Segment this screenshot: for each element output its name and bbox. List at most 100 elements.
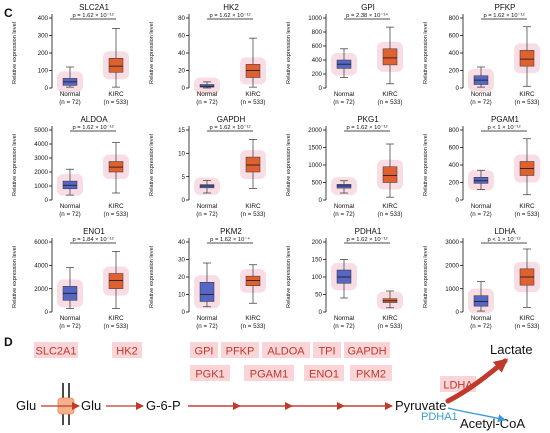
y-tick-label-pkm2: 40 bbox=[178, 239, 185, 246]
n-label-pgam1-kirc: (n = 533) bbox=[515, 211, 540, 218]
chart-title-pkg1: PKG1 bbox=[357, 115, 379, 124]
enzyme-pdha1: PDHA1 bbox=[421, 411, 458, 423]
chart-title-ldha: LDHA bbox=[494, 227, 516, 236]
enzyme-aldoa: ALDOA bbox=[267, 346, 305, 358]
y-tick-label-pdha1: 100 bbox=[312, 274, 323, 281]
y-tick-label-pkm2: 0 bbox=[182, 309, 186, 316]
enzyme-eno1: ENO1 bbox=[309, 369, 339, 381]
metabolite-pyruvate: Pyruvate bbox=[395, 398, 446, 413]
enzyme-box-tpi bbox=[313, 342, 341, 358]
significance-label-gapdh: p = 1.62 × 10⁻¹² bbox=[209, 125, 250, 131]
n-label-pkm2-kirc: (n = 533) bbox=[241, 323, 266, 330]
y-tick-label-pdha1: 200 bbox=[312, 239, 323, 246]
metabolite-g6p: G-6-P bbox=[146, 398, 181, 413]
n-label-slc2a1-normal: (n = 72) bbox=[59, 99, 81, 106]
glycolysis-pathway-diagram: SLC2A1 HK2 GPI PFKP ALDOA TPI GAPDH PGK1… bbox=[16, 342, 533, 431]
y-tick-label-hk2: 20 bbox=[178, 68, 185, 75]
box-pfkp-kirc bbox=[519, 50, 535, 67]
enzyme-tpi: TPI bbox=[318, 346, 335, 358]
arrow-pyruvate-to-lactate bbox=[445, 358, 509, 404]
n-label-pdha1-normal: (n = 72) bbox=[333, 323, 355, 330]
enzyme-box-eno1 bbox=[304, 365, 344, 381]
y-tick-label-pfkp: 600 bbox=[449, 33, 460, 40]
significance-label-gpi: p = 2.38 × 10⁻¹⁴ bbox=[346, 12, 388, 19]
n-label-gapdh-kirc: (n = 533) bbox=[241, 211, 266, 218]
category-label-gapdh-kirc: KIRC bbox=[245, 203, 261, 210]
category-label-pgam1-normal: Normal bbox=[471, 203, 492, 210]
enzyme-box-aldoa bbox=[262, 342, 310, 358]
y-tick-label-slc2a1: 200 bbox=[38, 50, 49, 57]
n-label-slc2a1-kirc: (n = 533) bbox=[104, 99, 129, 106]
panel-c-letter: C bbox=[4, 6, 13, 20]
y-tick-label-pgam1: 200 bbox=[449, 180, 460, 187]
n-label-ldha-kirc: (n = 533) bbox=[515, 323, 540, 330]
enzyme-box-gpi bbox=[190, 342, 218, 358]
metabolite-glucose-inside: Glu bbox=[81, 398, 101, 413]
enzyme-box-pgam1 bbox=[244, 365, 294, 381]
n-label-eno1-normal: (n = 72) bbox=[59, 323, 81, 330]
significance-label-eno1: p = 1.84 × 10⁻¹² bbox=[72, 237, 113, 243]
significance-label-pkm2: p = 1.62 × 10⁻⁴ bbox=[210, 236, 250, 243]
y-tick-label-pkg1: 2000 bbox=[308, 127, 322, 134]
arrow-pyruvate-to-acetyl-coa bbox=[447, 407, 506, 423]
y-tick-label-hk2: 80 bbox=[178, 15, 185, 22]
category-label-pkm2-normal: Normal bbox=[197, 315, 218, 322]
n-label-aldoa-normal: (n = 72) bbox=[59, 211, 81, 218]
chart-title-gpi: GPI bbox=[361, 3, 375, 12]
y-tick-label-pgam1: 0 bbox=[456, 197, 460, 204]
y-axis-label-pkg1: Relative expression level bbox=[286, 134, 292, 196]
category-label-slc2a1-kirc: KIRC bbox=[108, 91, 124, 98]
y-tick-label-slc2a1: 0 bbox=[45, 85, 49, 92]
chart-title-slc2a1: SLC2A1 bbox=[79, 3, 109, 12]
category-label-hk2-normal: Normal bbox=[197, 91, 218, 98]
y-axis-label-pdha1: Relative expression level bbox=[286, 246, 292, 308]
y-tick-label-eno1: 4000 bbox=[34, 263, 48, 270]
boxplot-pkg1: Relative expression level 0 500 1000 1500 200… bbox=[286, 115, 403, 218]
boxplot-grid: Relative expression level0100200300400SL… bbox=[12, 3, 540, 330]
y-tick-label-gpi: 600 bbox=[312, 43, 323, 50]
y-tick-label-pfkp: 400 bbox=[449, 50, 460, 57]
y-tick-label-pdha1: 0 bbox=[319, 309, 323, 316]
y-axis-label-aldoa: Relative expression level bbox=[12, 134, 18, 196]
panel-d-letter: D bbox=[4, 335, 13, 349]
n-label-pfkp-kirc: (n = 533) bbox=[515, 99, 540, 106]
y-tick-label-ldha: 2000 bbox=[445, 263, 459, 270]
n-label-ldha-normal: (n = 72) bbox=[470, 323, 492, 330]
y-axis-label-pgam1: Relative expression level bbox=[423, 134, 429, 196]
enzyme-box-pfkp bbox=[221, 342, 259, 358]
chart-title-pdha1: PDHA1 bbox=[355, 227, 382, 236]
enzyme-pfkp: PFKP bbox=[226, 346, 255, 358]
n-label-eno1-kirc: (n = 533) bbox=[104, 323, 129, 330]
boxplot-pfkp: Relative expression level 0 200 400 600 800 PF… bbox=[423, 3, 540, 106]
chart-title-aldoa: ALDOA bbox=[80, 115, 108, 124]
n-label-hk2-normal: (n = 72) bbox=[196, 99, 218, 106]
y-tick-label-slc2a1: 100 bbox=[38, 68, 49, 75]
enzyme-box-slc2a1 bbox=[34, 342, 78, 358]
enzyme-pkm2: PKM2 bbox=[356, 369, 386, 381]
enzyme-box-gapdh bbox=[344, 342, 390, 358]
y-tick-label-gapdh: 0 bbox=[182, 197, 186, 204]
category-label-pfkp-normal: Normal bbox=[471, 91, 492, 98]
y-axis-label-pkm2: Relative expression level bbox=[149, 246, 155, 308]
box-gapdh-kirc bbox=[245, 156, 261, 173]
y-tick-label-pkg1: 0 bbox=[319, 197, 323, 204]
y-axis-label-eno1: Relative expression level bbox=[12, 246, 18, 308]
metabolite-glucose-outside: Glu bbox=[16, 398, 36, 413]
y-tick-label-eno1: 2000 bbox=[34, 286, 48, 293]
y-tick-label-gpi: 200 bbox=[312, 71, 323, 78]
y-tick-label-hk2: 0 bbox=[182, 85, 186, 92]
enzyme-gpi: GPI bbox=[195, 346, 214, 358]
y-axis-label-hk2: Relative expression level bbox=[149, 22, 155, 84]
enzyme-hk2: HK2 bbox=[116, 346, 137, 358]
significance-label-aldoa: p = 1.62 × 10⁻¹² bbox=[72, 125, 113, 131]
y-tick-label-pdha1: 50 bbox=[315, 292, 322, 299]
boxplot-aldoa: Relative expression level 0 1000 2000 3000 40… bbox=[12, 115, 129, 218]
y-tick-label-pgam1: 800 bbox=[449, 127, 460, 134]
y-tick-label-ldha: 3000 bbox=[445, 239, 459, 246]
y-tick-label-pkg1: 1000 bbox=[308, 162, 322, 169]
y-tick-label-aldoa: 0 bbox=[45, 197, 49, 204]
enzyme-pgk1: PGK1 bbox=[195, 369, 224, 381]
y-tick-label-gpi: 800 bbox=[312, 29, 323, 36]
n-label-pkm2-normal: (n = 72) bbox=[196, 323, 218, 330]
